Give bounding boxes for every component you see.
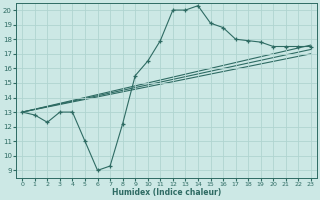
X-axis label: Humidex (Indice chaleur): Humidex (Indice chaleur) bbox=[112, 188, 221, 197]
